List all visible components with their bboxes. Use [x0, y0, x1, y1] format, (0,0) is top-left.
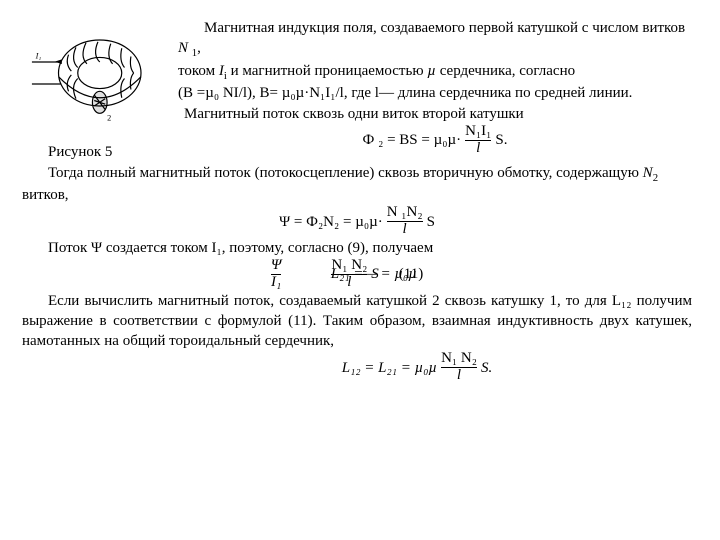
equation-4: L₁₂ = L₂₁ = µ₀µ N₁ N₂ l S. — [142, 351, 692, 384]
p2c: сердечника, согласно — [436, 63, 575, 79]
p1-end: , — [197, 40, 201, 56]
p5a: Тогда полный магнитный поток (потокосцеп… — [48, 165, 643, 181]
eq4-num: N₁ N₂ — [441, 351, 477, 367]
eq3-f2num: N₁ N₂ — [331, 258, 367, 274]
p2a: током — [178, 63, 219, 79]
eq4-den: l — [441, 367, 477, 384]
eq1-num: N₁I₁ — [465, 124, 491, 140]
equation-3: L₂₁ =— = µ₀µ Ψ I₁ N₁ N₂ l S (11) — [22, 258, 692, 291]
p1-text: Магнитная индукция поля, создаваемого пе… — [204, 20, 685, 36]
eq4-rhs: S. — [481, 358, 492, 378]
equation-2: Ψ = Ф₂N₂ = µ₀µ· N ₁N₂ l S — [22, 205, 692, 238]
eq1-den: l — [465, 140, 491, 157]
eq3-f1num: Ψ — [271, 258, 282, 274]
para-6: Поток Ψ создается током I₁, поэтому, сог… — [22, 238, 692, 258]
eq4-lhs: L₁₂ = L₂₁ = µ₀µ — [342, 358, 437, 378]
eq3-f1den: I₁ — [271, 274, 282, 291]
para-3: (B =µ₀ NI/l), В= µ₀µ·N₁I₁/l, где l— длин… — [178, 83, 692, 103]
svg-text:2: 2 — [107, 114, 111, 123]
para-4: Магнитный поток сквозь одни виток второй… — [178, 104, 692, 124]
para-1: Магнитная индукция поля, создаваемого пе… — [178, 18, 692, 61]
sym-N: N — [178, 40, 188, 56]
p5-N: N — [643, 165, 653, 181]
para-7: Если вычислить магнитный поток, создавае… — [22, 291, 692, 352]
eq2-num: N ₁N₂ — [387, 205, 423, 221]
svg-text:I₁: I₁ — [35, 51, 42, 60]
para-2: током Ii и магнитной проницаемостью µ се… — [178, 61, 692, 84]
p5b: витков, — [22, 187, 69, 203]
eq1-rhs: S. — [495, 130, 507, 150]
equation-1: Ф ₂ = BS = µ₀µ· N₁I₁ l S. — [178, 124, 692, 157]
eq2-frac: N ₁N₂ l — [387, 205, 423, 238]
toroid-figure-icon: I₁ 2 — [22, 18, 172, 128]
p2-mu: µ — [427, 63, 436, 79]
eq3-f2rhs: S — [371, 264, 379, 284]
eq1-frac: N₁I₁ l — [465, 124, 491, 157]
p5-sub: 2 — [653, 172, 658, 184]
eq3-frac2: N₁ N₂ l — [331, 258, 367, 291]
p2b: и магнитной проницаемостью — [227, 63, 427, 79]
eq3-f2den: l — [331, 274, 367, 291]
eq2-rhs: S — [427, 212, 435, 232]
eq1-lhs: Ф ₂ = BS = µ₀µ· — [363, 130, 462, 150]
eq3-tag: (11) — [399, 264, 423, 284]
para-5: Тогда полный магнитный поток (потокосцеп… — [22, 163, 692, 206]
eq3-frac1: Ψ I₁ — [271, 258, 282, 291]
figure-block: I₁ 2 — [22, 18, 172, 156]
eq4-frac: N₁ N₂ l — [441, 351, 477, 384]
eq2-lhs: Ψ = Ф₂N₂ = µ₀µ· — [279, 212, 383, 232]
eq2-den: l — [387, 221, 423, 238]
